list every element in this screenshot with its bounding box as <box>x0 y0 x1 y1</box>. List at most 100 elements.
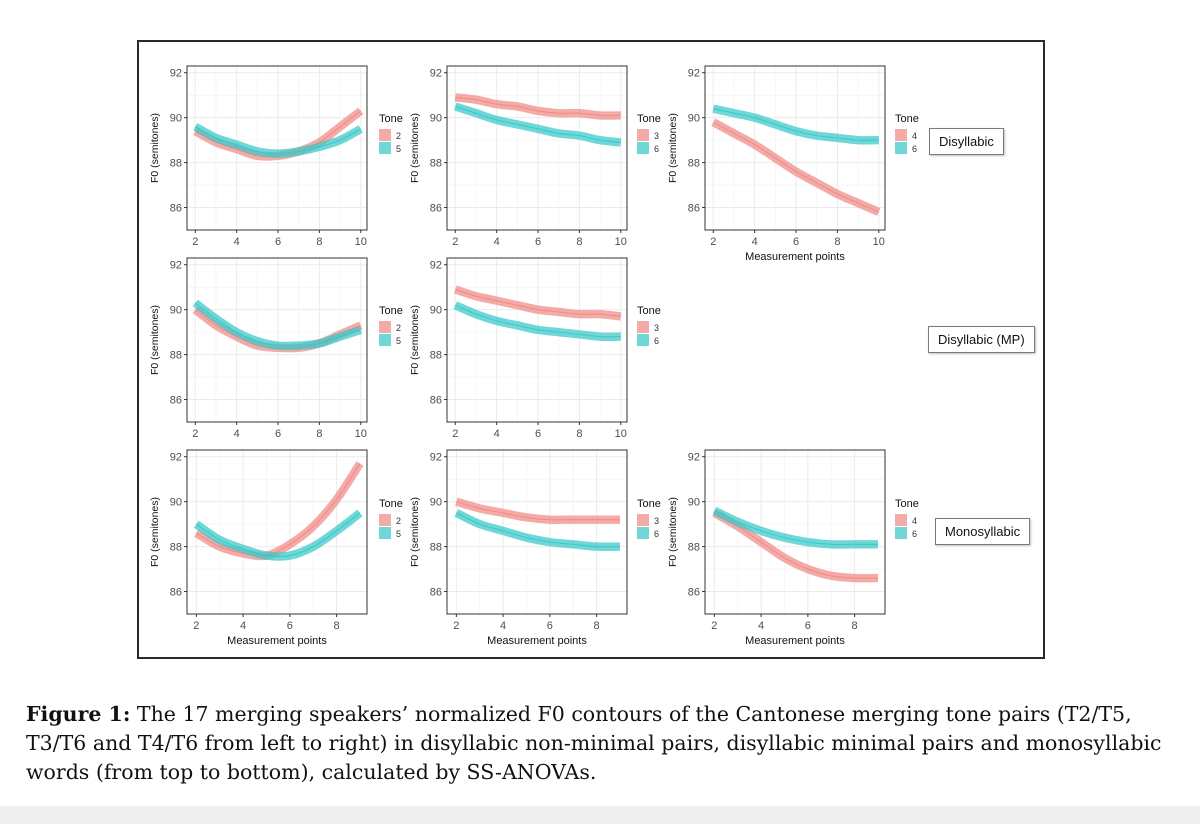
legend: Tone 4 6 <box>895 498 919 539</box>
legend-key-tone-4 <box>895 514 907 526</box>
series-line-tone-2 <box>196 463 361 557</box>
x-tick-label: 4 <box>240 620 246 632</box>
legend-title: Tone <box>379 498 403 510</box>
legend-key-tone-5 <box>379 527 391 539</box>
y-tick-label: 92 <box>170 452 182 464</box>
legend-key-tone-6 <box>637 334 649 346</box>
x-tick-label: 4 <box>234 236 240 248</box>
legend-title: Tone <box>379 113 403 125</box>
y-tick-label: 86 <box>430 395 442 407</box>
legend-label-tone-5: 5 <box>396 144 401 154</box>
legend-key-tone-2 <box>379 321 391 333</box>
y-tick-label: 88 <box>688 542 700 554</box>
legend-label-tone-3: 3 <box>654 131 659 141</box>
y-tick-label: 86 <box>688 203 700 215</box>
legend-label-tone-2: 2 <box>396 131 401 141</box>
y-tick-label: 90 <box>170 113 182 125</box>
legend: Tone 3 6 <box>637 113 661 154</box>
y-tick-label: 86 <box>430 203 442 215</box>
x-tick-label: 8 <box>316 428 322 440</box>
y-tick-label: 92 <box>430 452 442 464</box>
x-tick-label: 4 <box>494 428 500 440</box>
y-tick-label: 90 <box>430 305 442 317</box>
series-line-tone-6 <box>713 108 879 141</box>
x-tick-label: 2 <box>453 620 459 632</box>
x-tick-label: 8 <box>316 236 322 248</box>
panel-border <box>186 257 368 423</box>
figure-frame: 86 88 90 92 2 4 6 8 10 F0 (semitones) Tone 2 5 86 88 90… <box>137 40 1045 659</box>
y-tick-label: 88 <box>170 158 182 170</box>
x-tick-label: 2 <box>452 236 458 248</box>
y-axis-title: F0 (semitones) <box>149 305 161 375</box>
legend-key-tone-6 <box>637 142 649 154</box>
chart-panel-3: 86 88 90 92 2 4 6 8 10 F0 (semitones) Measurement … <box>667 65 919 263</box>
legend-label-tone-4: 4 <box>912 131 917 141</box>
legend-label-tone-3: 3 <box>654 516 659 526</box>
series-line-tone-6 <box>456 512 620 548</box>
x-tick-label: 6 <box>287 620 293 632</box>
y-tick-label: 88 <box>430 542 442 554</box>
x-tick-label: 4 <box>494 236 500 248</box>
x-tick-label: 4 <box>758 620 764 632</box>
x-tick-label: 8 <box>834 236 840 248</box>
y-tick-label: 92 <box>688 452 700 464</box>
panel-border <box>446 65 628 231</box>
y-tick-label: 92 <box>688 68 700 80</box>
series-line-tone-6 <box>455 105 621 143</box>
x-axis-title: Measurement points <box>487 635 587 647</box>
x-tick-label: 2 <box>711 620 717 632</box>
legend: Tone 2 5 <box>379 113 403 154</box>
series-line-tone-5 <box>194 302 361 347</box>
y-tick-label: 86 <box>688 587 700 599</box>
legend-key-tone-4 <box>895 129 907 141</box>
y-tick-label: 92 <box>430 260 442 272</box>
x-tick-label: 10 <box>615 236 627 248</box>
series-line-tone-6 <box>714 510 878 546</box>
chart-panel-6: 86 88 90 92 2 4 6 8 F0 (semitones) Measurement po… <box>149 449 403 647</box>
x-tick-label: 10 <box>873 236 885 248</box>
y-tick-label: 88 <box>170 350 182 362</box>
y-tick-label: 90 <box>688 113 700 125</box>
y-axis-title: F0 (semitones) <box>409 113 421 183</box>
y-tick-label: 90 <box>688 497 700 509</box>
bottom-strip <box>0 806 1200 824</box>
legend-key-tone-6 <box>637 527 649 539</box>
y-tick-label: 90 <box>170 305 182 317</box>
y-axis-title: F0 (semitones) <box>149 497 161 567</box>
legend-key-tone-2 <box>379 514 391 526</box>
y-tick-label: 86 <box>170 203 182 215</box>
legend-label-tone-4: 4 <box>912 516 917 526</box>
legend: Tone 4 6 <box>895 113 919 154</box>
legend-label-tone-6: 6 <box>912 529 917 539</box>
legend-key-tone-5 <box>379 142 391 154</box>
panel-border <box>186 449 368 615</box>
plot-area <box>447 66 627 230</box>
y-tick-label: 90 <box>170 497 182 509</box>
chart-panel-1: 86 88 90 92 2 4 6 8 10 F0 (semitones) Tone 2 5 <box>149 65 403 248</box>
x-axis-title: Measurement points <box>745 251 845 263</box>
chart-panel-5: 86 88 90 92 2 4 6 8 10 F0 (semitones) Tone 3 6 <box>409 257 661 440</box>
chart-panel-4: 86 88 90 92 2 4 6 8 10 F0 (semitones) Tone 2 5 <box>149 257 403 440</box>
x-tick-label: 6 <box>793 236 799 248</box>
x-tick-label: 2 <box>192 428 198 440</box>
y-axis-title: F0 (semitones) <box>409 497 421 567</box>
x-tick-label: 10 <box>355 428 367 440</box>
caption-text: The 17 merging speakers’ normalized F0 c… <box>26 702 1162 784</box>
y-axis-title: F0 (semitones) <box>667 113 679 183</box>
x-tick-label: 10 <box>355 236 367 248</box>
x-axis-title: Measurement points <box>227 635 327 647</box>
caption-label: Figure 1: <box>26 702 131 726</box>
legend-key-tone-5 <box>379 334 391 346</box>
series-line-tone-3 <box>455 288 621 317</box>
x-tick-label: 8 <box>576 428 582 440</box>
y-tick-label: 88 <box>430 350 442 362</box>
y-tick-label: 90 <box>430 113 442 125</box>
y-tick-label: 92 <box>430 68 442 80</box>
row-label-disyllabic-mp: Disyllabic (MP) <box>928 326 1035 353</box>
series-line-tone-3 <box>455 96 621 117</box>
legend: Tone 2 5 <box>379 498 403 539</box>
series-line-tone-6 <box>455 304 621 338</box>
panel-border <box>446 257 628 423</box>
y-axis-title: F0 (semitones) <box>409 305 421 375</box>
x-tick-label: 6 <box>805 620 811 632</box>
